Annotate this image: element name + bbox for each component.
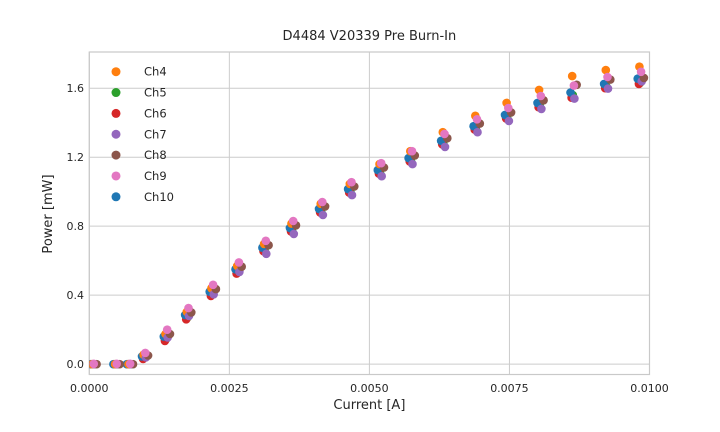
data-point: [536, 91, 546, 101]
data-point: [89, 359, 99, 369]
x-axis-label: Current [A]: [333, 398, 405, 413]
legend-label: Ch9: [144, 169, 167, 183]
data-points-layer: [89, 62, 649, 369]
legend-marker: [111, 67, 121, 77]
data-point: [440, 129, 449, 139]
x-tick-label: 0.0100: [630, 382, 669, 395]
data-point: [473, 127, 482, 137]
y-tick-label: 0.8: [67, 220, 85, 233]
legend-marker: [111, 129, 121, 139]
data-point: [289, 229, 299, 239]
data-point: [569, 81, 579, 90]
legend-marker: [111, 88, 121, 98]
data-point: [141, 348, 150, 358]
y-tick-label: 0.4: [67, 289, 85, 302]
data-point: [318, 210, 328, 220]
legend-label: Ch4: [144, 65, 167, 79]
y-axis-label: Power [mW]: [41, 174, 56, 253]
data-point: [537, 104, 546, 114]
legend-item: Ch9: [111, 169, 167, 183]
data-point: [504, 116, 514, 126]
data-point: [125, 359, 135, 369]
data-point: [288, 216, 298, 226]
legend-item: Ch8: [111, 148, 167, 162]
x-tick-label: 0.0050: [350, 382, 389, 395]
chart-title: D4484 V20339 Pre Burn-In: [283, 29, 457, 44]
y-tick-label: 1.6: [67, 82, 85, 95]
legend-item: Ch6: [111, 106, 167, 120]
data-point: [347, 190, 357, 200]
legend-label: Ch10: [144, 190, 174, 204]
x-tick-label: 0.0000: [70, 382, 109, 395]
legend-item: Ch7: [111, 127, 167, 141]
data-point: [162, 325, 172, 335]
series-ch9: [89, 67, 646, 369]
legend-item: Ch10: [111, 190, 174, 204]
legend-label: Ch7: [144, 127, 167, 141]
data-point: [112, 359, 121, 369]
plot-frame: [88, 51, 651, 376]
data-point: [184, 303, 193, 313]
data-point: [570, 94, 579, 103]
legend: Ch4 Ch5 Ch6 Ch7 Ch8 Ch9 Ch10: [111, 65, 174, 204]
legend-marker: [111, 192, 121, 202]
data-point: [603, 72, 612, 82]
legend-marker: [111, 171, 121, 181]
data-point: [603, 84, 613, 93]
data-point: [407, 146, 417, 156]
data-point: [262, 249, 271, 259]
data-point: [601, 65, 611, 75]
data-point: [472, 115, 482, 124]
data-point: [440, 142, 450, 152]
data-point: [347, 177, 356, 187]
data-point: [567, 71, 577, 81]
data-point: [376, 158, 386, 168]
data-point: [234, 258, 244, 267]
x-tick-label: 0.0075: [490, 382, 529, 395]
y-tick-label: 0.0: [67, 358, 85, 371]
data-point: [504, 103, 513, 113]
data-point: [636, 67, 646, 77]
legend-label: Ch8: [144, 148, 167, 162]
legend-label: Ch5: [144, 86, 167, 100]
data-point: [318, 197, 327, 207]
legend-item: Ch4: [111, 65, 167, 79]
data-point: [566, 88, 575, 97]
y-tick-label: 1.2: [67, 151, 85, 164]
legend-item: Ch5: [111, 86, 167, 100]
legend-marker: [111, 150, 121, 160]
legend-marker: [111, 108, 121, 118]
x-tick-label: 0.0025: [210, 382, 249, 395]
data-point: [408, 159, 417, 169]
legend-label: Ch6: [144, 106, 167, 120]
data-point: [377, 171, 387, 181]
data-point: [208, 280, 218, 290]
data-point: [261, 236, 271, 246]
